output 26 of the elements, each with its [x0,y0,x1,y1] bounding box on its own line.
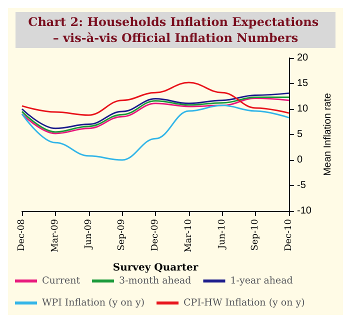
y-tick-label: 0 [297,154,303,166]
x-tick-label: Jun-09 [84,218,94,250]
y-tick-label: -5 [297,180,306,191]
x-axis-title: Survey Quarter [112,262,199,274]
y-tick-label: 10 [297,104,309,114]
x-tick-label: Sep-10 [250,218,261,251]
x-tick-label: Mar-09 [50,218,60,252]
legend-label: Current [42,276,80,286]
line-series [21,104,290,161]
line-series [21,82,290,116]
x-tick-label: Dec-10 [284,218,294,252]
y-tick-label: -10 [297,206,312,216]
x-tick-label: Dec-09 [150,218,160,252]
x-tick-label: Dec-08 [17,218,27,252]
legend-label: 1-year ahead [230,276,293,286]
y-tick-label: 5 [297,129,303,140]
x-tick-label: Sep-09 [117,218,128,251]
y-tick-label: 20 [297,52,309,64]
legend-label: 3-month ahead [119,276,192,286]
x-tick-label: Mar-10 [184,218,194,252]
y-axis-title: Mean Inflation rate [322,92,334,176]
x-tick-label: Jun-10 [217,218,228,250]
legend-label: CPI-HW Inflation (y on y) [184,298,305,308]
legend-label: WPI Inflation (y on y) [42,298,145,308]
chart-title: Chart 2: Households Inflation Expectations – vis-à-vis Official Inflation Numbers [28,15,323,45]
y-tick-label: 15 [297,78,309,89]
